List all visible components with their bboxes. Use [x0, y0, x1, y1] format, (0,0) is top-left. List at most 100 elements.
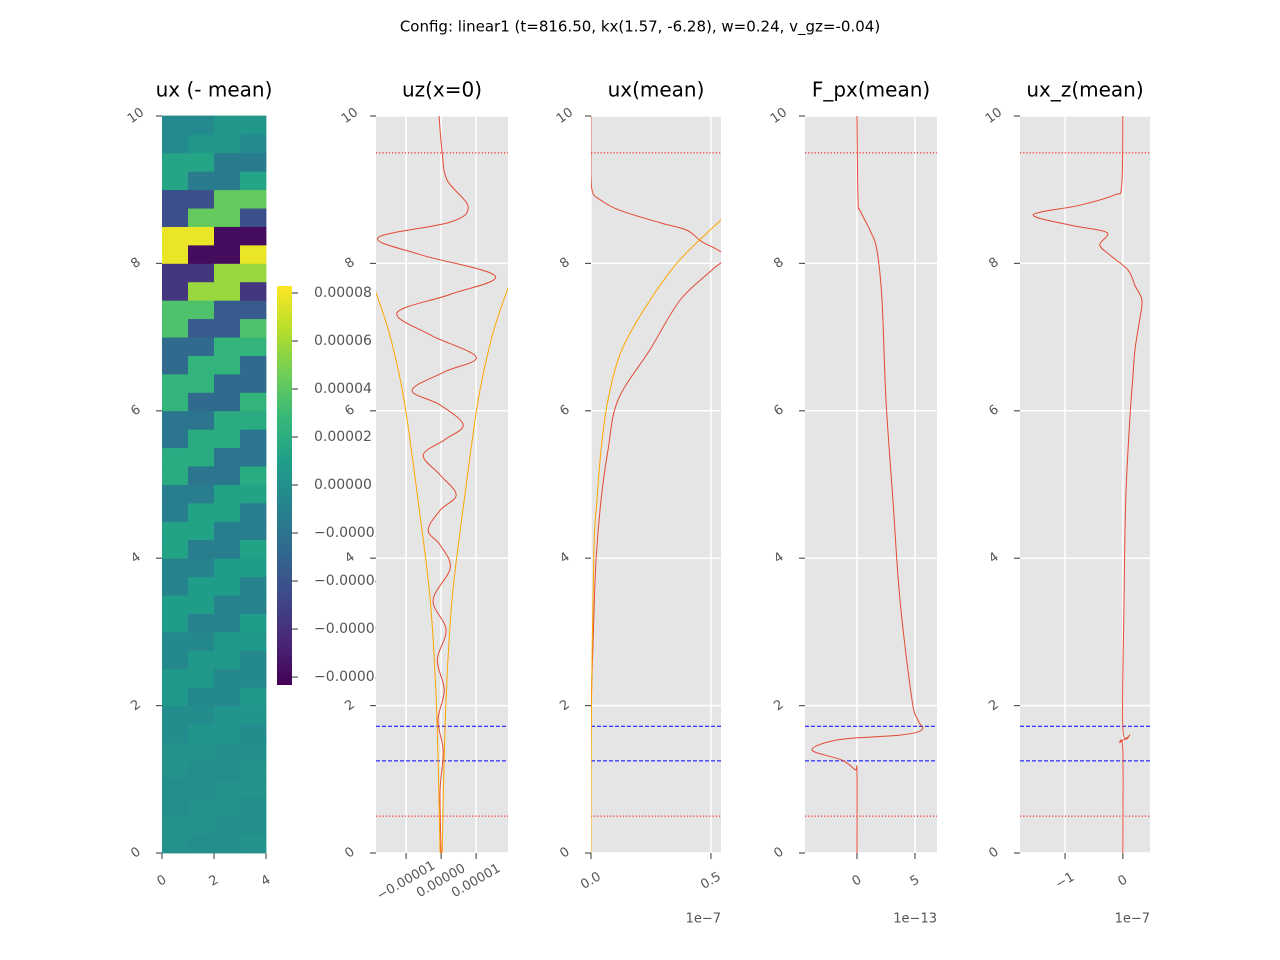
heatmap-cell [188, 631, 215, 651]
heatmap-cell [188, 152, 215, 172]
profile-line [591, 219, 721, 853]
axes-background [591, 116, 721, 853]
heatmap-cell [214, 170, 241, 191]
plot-area [805, 116, 937, 853]
heatmap-cell [240, 594, 267, 614]
heatmap-cell [240, 797, 267, 817]
heatmap-cell [162, 465, 189, 485]
heatmap-cell [240, 668, 267, 688]
heatmap-cell [240, 539, 267, 559]
heatmap-cell [240, 336, 267, 356]
heatmap-cell [188, 594, 215, 614]
axes-background [376, 116, 508, 853]
heatmap-cell [214, 631, 241, 651]
heatmap-cell [214, 815, 241, 835]
heatmap-cell [162, 115, 189, 135]
heatmap-cell [240, 355, 267, 375]
heatmap-cell [162, 263, 189, 283]
heatmap-cell [162, 134, 189, 154]
heatmap-cell [188, 668, 215, 688]
profile-line [441, 286, 508, 853]
heatmap-cell [162, 447, 189, 467]
heatmap-cell [188, 760, 215, 780]
heatmap-cell [188, 281, 215, 301]
x-offset-label: 1e−7 [686, 912, 721, 927]
heatmap-cell [162, 318, 189, 338]
panel-title: uz(x=0) [402, 78, 482, 102]
profile-line [1032, 116, 1143, 853]
heatmap-cell [240, 723, 267, 743]
heatmap-cell [188, 484, 215, 504]
plot-area [376, 116, 508, 853]
axes-background [1020, 116, 1150, 853]
heatmap-cell [240, 152, 267, 172]
heatmap-cell [214, 391, 241, 412]
heatmap-cell [162, 520, 189, 541]
figure-title: Config: linear1 (t=816.50, kx(1.57, -6.2… [400, 18, 880, 37]
heatmap-cell [188, 115, 215, 135]
heatmap-cell [188, 226, 215, 246]
heatmap-cell [162, 557, 189, 578]
heatmap-cell [214, 705, 241, 725]
heatmap-cell [240, 705, 267, 725]
heatmap-cell [240, 576, 267, 596]
heatmap-cell [240, 557, 267, 578]
colorbar-tick-label: 0.00008 [314, 285, 372, 301]
heatmap-cell [162, 484, 189, 504]
heatmap-cell [240, 520, 267, 541]
heatmap-cell [188, 447, 215, 467]
heatmap-cell [214, 797, 241, 817]
heatmap-cell [240, 778, 267, 799]
heatmap-cell [214, 594, 241, 614]
colorbar-tick-label: 0.00006 [314, 333, 372, 349]
heatmap-cell [240, 447, 267, 467]
panel-title: ux(mean) [608, 78, 705, 102]
heatmap-cell [240, 170, 267, 191]
heatmap-cell [162, 668, 189, 688]
heatmap-cell [240, 465, 267, 485]
heatmap-cell [188, 336, 215, 356]
heatmap-cell [240, 207, 267, 227]
heatmap-cell [214, 299, 241, 320]
heatmap-cell [240, 484, 267, 504]
heatmap-cell [240, 815, 267, 835]
heatmap-cell [214, 115, 241, 135]
heatmap-cell [188, 613, 215, 633]
x-offset-label: 1e−7 [1115, 912, 1150, 927]
heatmap-cell [188, 207, 215, 227]
heatmap-cell [162, 373, 189, 393]
x-offset-label: 1e−13 [893, 912, 937, 927]
heatmap-cell [214, 668, 241, 688]
heatmap-cell [240, 649, 267, 670]
heatmap-cell [188, 410, 215, 430]
heatmap-cell [162, 631, 189, 651]
heatmap-cell [188, 318, 215, 338]
heatmap-cell [240, 686, 267, 706]
heatmap-cell [162, 649, 189, 670]
heatmap-cell [214, 189, 241, 209]
heatmap-cell [240, 391, 267, 412]
heatmap-cell [240, 613, 267, 633]
heatmap-cell [240, 189, 267, 209]
heatmap-cell [214, 778, 241, 799]
heatmap-cell [188, 742, 215, 762]
heatmap-cell [188, 373, 215, 393]
heatmap-cell [162, 834, 189, 854]
heatmap-cell [162, 705, 189, 725]
heatmap-cell [214, 760, 241, 780]
heatmap-cell [162, 594, 189, 614]
heatmap-cell [214, 428, 241, 449]
heatmap-cell [162, 336, 189, 356]
heatmap-cell [214, 539, 241, 559]
heatmap-cell [214, 134, 241, 154]
heatmap-cell [214, 355, 241, 375]
heatmap-cell [188, 649, 215, 670]
heatmap-cell [188, 502, 215, 522]
heatmap-cell [240, 410, 267, 430]
heatmap-cell [162, 170, 189, 191]
heatmap-cell [188, 391, 215, 412]
